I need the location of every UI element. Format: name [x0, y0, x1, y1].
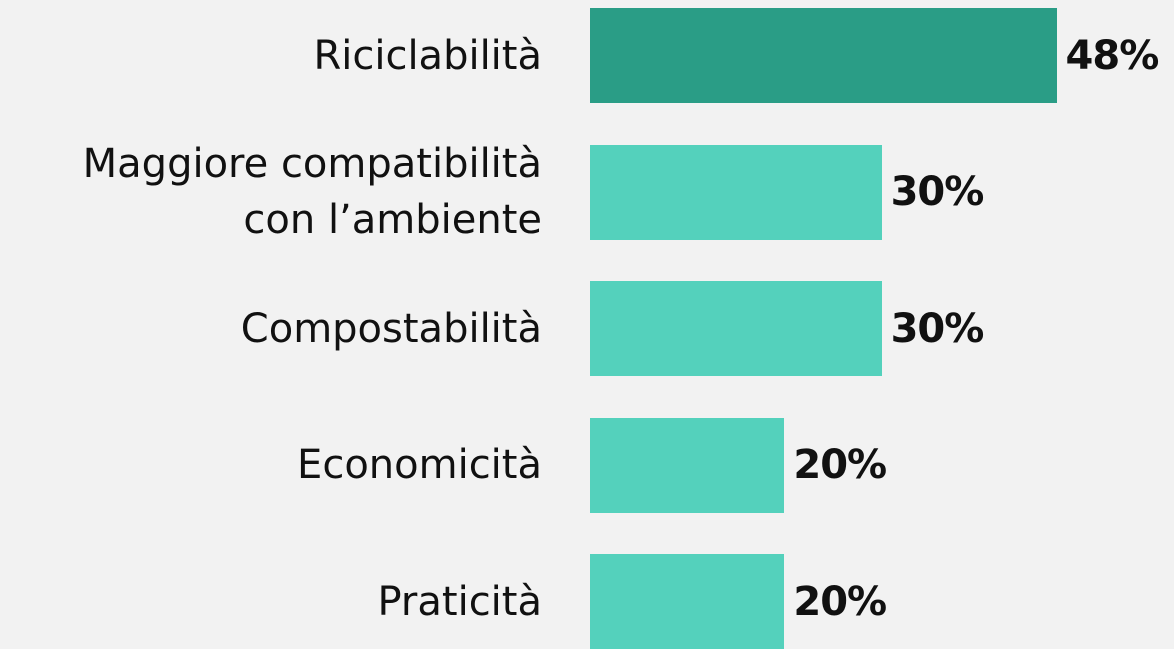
- value-label: 48%: [1065, 32, 1160, 79]
- category-label: Economicità: [297, 442, 542, 488]
- bar: [590, 417, 785, 513]
- bar: [590, 554, 785, 649]
- category-label: Maggiore compatibilità con l’ambiente: [82, 141, 542, 243]
- category-label: Compostabilità: [240, 305, 542, 352]
- bar: [590, 144, 882, 240]
- bar: [590, 281, 882, 376]
- bar: [590, 8, 1057, 103]
- value-label: 30%: [890, 305, 985, 352]
- value-label: 30%: [890, 169, 985, 215]
- value-label: 20%: [793, 578, 887, 625]
- value-label: 20%: [793, 442, 887, 488]
- category-label: Praticità: [377, 578, 542, 625]
- category-label: Riciclabilità: [313, 32, 542, 79]
